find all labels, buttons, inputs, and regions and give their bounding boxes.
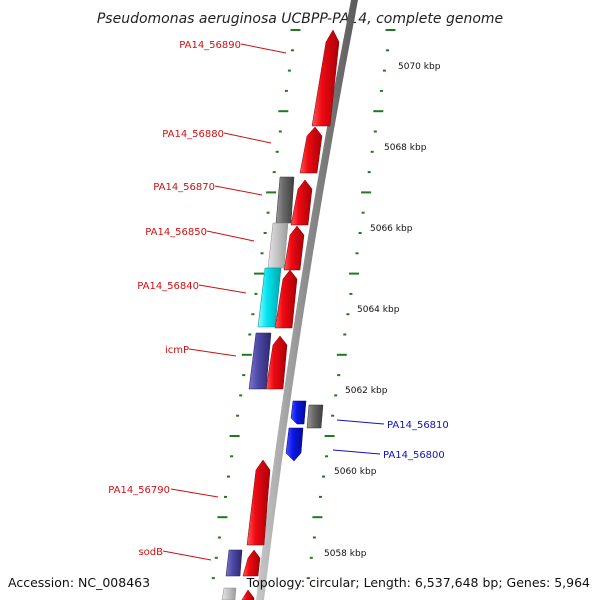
- leader-line-pa14-56880: [223, 132, 272, 144]
- label-pa14-56890[interactable]: PA14_56890: [179, 40, 241, 51]
- left-label-lines: [162, 43, 287, 561]
- accession-text: Accession: NC_008463: [8, 575, 150, 590]
- leader-line-pa14-56800: [332, 449, 381, 455]
- label-sodb[interactable]: sodB: [138, 547, 163, 558]
- label-pa14-56880[interactable]: PA14_56880: [162, 129, 224, 140]
- scale-label-5066: 5066 kbp: [370, 224, 413, 234]
- right-gene-labels: PA14_56810 PA14_56800: [383, 420, 449, 461]
- label-pa14-56800[interactable]: PA14_56800: [383, 450, 445, 461]
- leader-line-pa14-56790: [170, 488, 219, 498]
- label-icmp[interactable]: icmP: [165, 345, 189, 356]
- gene-pa14-56840-fwd[interactable]: [274, 269, 298, 329]
- map-title: Pseudomonas aeruginosa UCBPP-PA14, compl…: [97, 11, 503, 27]
- leader-line-icmp: [188, 348, 237, 357]
- right-tick-track: [306, 29, 396, 580]
- left-gene-labels: PA14_56890 PA14_56880 PA14_56870 PA14_56…: [108, 40, 241, 558]
- gene-pa14-56850[interactable]: [267, 222, 289, 269]
- leader-line-pa14-56850: [206, 230, 255, 242]
- gene-sodb-fwd[interactable]: [242, 549, 261, 577]
- right-label-lines: [332, 419, 385, 455]
- gene-pa14-56870[interactable]: [275, 176, 295, 224]
- scale-label-5060: 5060 kbp: [334, 467, 377, 477]
- scale-label-5070: 5070 kbp: [398, 62, 441, 72]
- gene-pa14-56870-fwd[interactable]: [290, 179, 313, 226]
- gene-pa14-56810[interactable]: [290, 400, 307, 425]
- leader-line-pa14-56840: [198, 284, 247, 294]
- gene-icmp-fwd[interactable]: [265, 335, 288, 390]
- gene-bottom-fwd[interactable]: [241, 589, 255, 600]
- label-pa14-56810[interactable]: PA14_56810: [387, 420, 449, 431]
- genome-summary-text: Topology: circular; Length: 6,537,648 bp…: [246, 575, 590, 590]
- gene-pa14-56880[interactable]: [299, 126, 323, 174]
- gene-pa14-56850-fwd[interactable]: [283, 225, 305, 271]
- leader-line-sodb: [162, 550, 212, 561]
- left-tick-track: [211, 29, 301, 580]
- label-pa14-56850[interactable]: PA14_56850: [145, 227, 207, 238]
- label-pa14-56870[interactable]: PA14_56870: [153, 182, 215, 193]
- gene-pa14-56840[interactable]: [257, 267, 282, 328]
- genome-backbone: [256, 0, 358, 600]
- gene-bottom-light[interactable]: [221, 587, 237, 600]
- gene-pa14-56800[interactable]: [285, 427, 304, 462]
- forward-strand-genes: [241, 29, 340, 600]
- scale-label-5062: 5062 kbp: [345, 386, 388, 396]
- gene-icmp[interactable]: [248, 332, 272, 390]
- label-pa14-56790[interactable]: PA14_56790: [108, 485, 170, 496]
- leader-line-pa14-56870: [214, 185, 263, 196]
- left-strand-genes: [221, 176, 295, 600]
- gene-sodb[interactable]: [225, 549, 243, 577]
- reverse-strand-genes: [285, 400, 324, 462]
- label-pa14-56840[interactable]: PA14_56840: [137, 281, 199, 292]
- gene-pa14-56790[interactable]: [246, 459, 271, 546]
- scale-label-5068: 5068 kbp: [384, 143, 427, 153]
- gene-gray-small[interactable]: [306, 404, 324, 429]
- scale-label-5064: 5064 kbp: [357, 305, 400, 315]
- gene-pa14-56890[interactable]: [311, 29, 340, 127]
- leader-line-pa14-56890: [240, 43, 287, 54]
- scale-labels: 5070 kbp 5068 kbp 5066 kbp 5064 kbp 5062…: [324, 62, 441, 559]
- leader-line-pa14-56810: [336, 419, 385, 425]
- scale-label-5058: 5058 kbp: [324, 549, 367, 559]
